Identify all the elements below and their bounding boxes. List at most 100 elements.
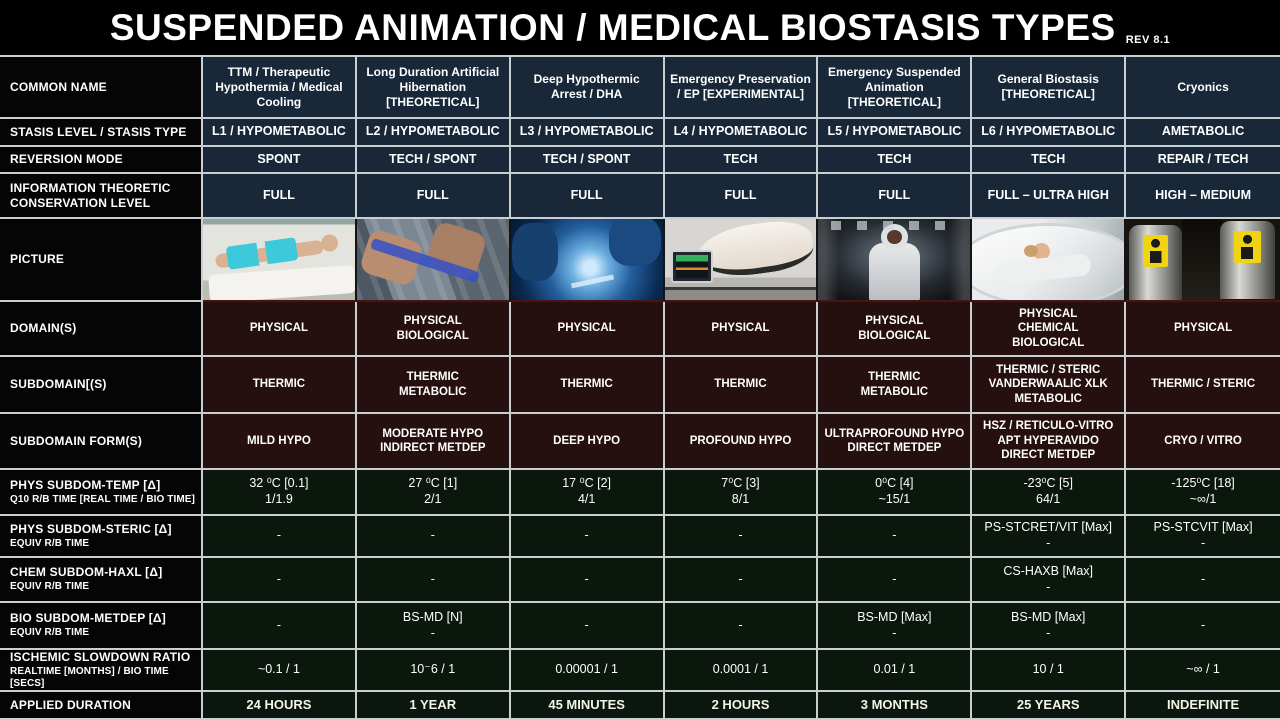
cell-subdomain-forms-col7: CRYO / VITRO: [1126, 414, 1280, 470]
cell-chem-haxl-col4: -: [664, 558, 819, 603]
cell-bio-metdep-col3: -: [510, 603, 665, 650]
cell-picture-col5: [818, 219, 973, 302]
row-label-bio-metdep: BIO SUBDOM-METDEP [Δ] EQUIV R/B TIME: [0, 603, 203, 650]
row-label-phys-steric: PHYS SUBDOM-STERIC [Δ] EQUIV R/B TIME: [0, 516, 203, 558]
cell-bio-metdep-col1: -: [203, 603, 357, 650]
cell-info-col7: HIGH – MEDIUM: [1126, 174, 1280, 219]
photo-shape: [208, 264, 355, 300]
cell-subdomain-forms-col5: ULTRAPROFOUND HYPO DIRECT METDEP: [818, 414, 973, 470]
cell-ischemic-col3: 0.00001 / 1: [510, 650, 665, 692]
photo-shape: [512, 223, 558, 282]
cell-common-name-col1: TTM / Therapeutic Hypothermia / Medical …: [203, 57, 357, 119]
photo-shape: [571, 274, 614, 289]
row-label-text: BIO SUBDOM-METDEP [Δ]: [10, 611, 166, 626]
cell-phys-steric-col7: PS-STCVIT [Max] -: [1126, 516, 1280, 558]
cell-domains-col7: PHYSICAL: [1126, 302, 1280, 357]
cell-chem-haxl-col5: -: [818, 558, 973, 603]
cell-info-col4: FULL: [664, 174, 819, 219]
cell-subdomains-col7: THERMIC / STERIC: [1126, 357, 1280, 414]
cell-phys-temp-col3: 17 ⁰C [2] 4/1: [510, 470, 665, 516]
row-label-text: COMMON NAME: [10, 79, 107, 94]
cell-common-name-col7: Cryonics: [1126, 57, 1280, 119]
cell-applied-col4: 2 HOURS: [664, 692, 819, 720]
cell-phys-temp-col2: 27 ⁰C [1] 2/1: [356, 470, 511, 516]
biostasis-table: COMMON NAME TTM / Therapeutic Hypothermia…: [0, 55, 1280, 720]
row-label-text: ISCHEMIC SLOWDOWN RATIO: [10, 650, 191, 664]
photo-general-biostasis-pod: [972, 219, 1125, 300]
cell-domains-col6: PHYSICAL CHEMICAL BIOLOGICAL: [972, 302, 1127, 357]
cell-subdomain-forms-col3: DEEP HYPO: [510, 414, 665, 470]
cell-bio-metdep-col2: BS-MD [N] -: [356, 603, 511, 650]
cell-domains-col3: PHYSICAL: [510, 302, 665, 357]
row-label-subtext: EQUIV R/B TIME: [10, 537, 90, 549]
cell-info-col6: FULL – ULTRA HIGH: [972, 174, 1127, 219]
cell-chem-haxl-col6: CS-HAXB [Max] -: [972, 558, 1127, 603]
photo-shape: [868, 243, 921, 300]
photo-cryonics-dewars: [1126, 219, 1280, 300]
cell-applied-col1: 24 HOURS: [203, 692, 357, 720]
cell-stasis-col6: L6 / HYPOMETABOLIC: [972, 119, 1127, 147]
cell-reversion-col1: SPONT: [203, 147, 357, 174]
page-title: SUSPENDED ANIMATION / MEDICAL BIOSTASIS …: [109, 6, 1116, 48]
photo-shape: [226, 236, 299, 270]
slide-title-bar: SUSPENDED ANIMATION / MEDICAL BIOSTASIS …: [0, 0, 1280, 55]
cell-applied-col5: 3 MONTHS: [818, 692, 973, 720]
cell-phys-temp-col4: 7⁰C [3] 8/1: [664, 470, 819, 516]
cell-phys-temp-col6: -23⁰C [5] 64/1: [972, 470, 1127, 516]
cell-chem-haxl-col1: -: [203, 558, 357, 603]
cell-subdomains-col1: THERMIC: [203, 357, 357, 414]
cell-phys-temp-col7: -125⁰C [18] ~∞/1: [1126, 470, 1280, 516]
photo-ttm-cooling-patient: [203, 219, 355, 300]
cell-ischemic-col4: 0.0001 / 1: [664, 650, 819, 692]
photo-shape: [1024, 243, 1051, 261]
row-label-text: PHYS SUBDOM-TEMP [Δ]: [10, 477, 161, 492]
cell-bio-metdep-col7: -: [1126, 603, 1280, 650]
cell-stasis-col7: AMETABOLIC: [1126, 119, 1280, 147]
cell-common-name-col6: General Biostasis [THEORETICAL]: [972, 57, 1127, 119]
cell-domains-col2: PHYSICAL BIOLOGICAL: [356, 302, 511, 357]
row-label-applied: APPLIED DURATION: [0, 692, 203, 720]
cell-reversion-col7: REPAIR / TECH: [1126, 147, 1280, 174]
cell-chem-haxl-col3: -: [510, 558, 665, 603]
cell-stasis-col5: L5 / HYPOMETABOLIC: [818, 119, 973, 147]
cell-info-col3: FULL: [510, 174, 665, 219]
row-label-text: SUBDOMAIN FORM(S): [10, 433, 143, 448]
row-label-phys-temp: PHYS SUBDOM-TEMP [Δ] Q10 R/B TIME [REAL T…: [0, 470, 203, 516]
cell-common-name-col5: Emergency Suspended Animation [THEORETIC…: [818, 57, 973, 119]
cell-picture-col2: [356, 219, 511, 302]
cell-ischemic-col6: 10 / 1: [972, 650, 1127, 692]
cell-domains-col4: PHYSICAL: [664, 302, 819, 357]
row-label-picture: PICTURE: [0, 219, 203, 302]
cell-info-col1: FULL: [203, 174, 357, 219]
row-label-text: REVERSION MODE: [10, 152, 123, 166]
cell-subdomains-col2: THERMIC METABOLIC: [356, 357, 511, 414]
cell-stasis-col3: L3 / HYPOMETABOLIC: [510, 119, 665, 147]
row-label-ischemic: ISCHEMIC SLOWDOWN RATIO REALTIME [MONTHS]…: [0, 650, 203, 692]
row-label-stasis: STASIS LEVEL / STASIS TYPE: [0, 119, 203, 147]
cell-chem-haxl-col7: -: [1126, 558, 1280, 603]
cell-subdomain-forms-col1: MILD HYPO: [203, 414, 357, 470]
cell-chem-haxl-col2: -: [356, 558, 511, 603]
cell-ischemic-col5: 0.01 / 1: [818, 650, 973, 692]
cell-info-col2: FULL: [356, 174, 511, 219]
cell-subdomains-col3: THERMIC: [510, 357, 665, 414]
cell-stasis-col2: L2 / HYPOMETABOLIC: [356, 119, 511, 147]
cell-ischemic-col2: 10⁻6 / 1: [356, 650, 511, 692]
cell-reversion-col6: TECH: [972, 147, 1127, 174]
photo-shape: [664, 287, 817, 300]
photo-shape: [1220, 221, 1276, 300]
cell-phys-steric-col3: -: [510, 516, 665, 558]
row-label-info: INFORMATION THEORETIC CONSERVATION LEVEL: [0, 174, 203, 219]
cell-ischemic-col7: ~∞ / 1: [1126, 650, 1280, 692]
cell-phys-steric-col1: -: [203, 516, 357, 558]
cell-phys-steric-col2: -: [356, 516, 511, 558]
photo-shape: [670, 249, 713, 283]
cell-domains-col1: PHYSICAL: [203, 302, 357, 357]
cell-bio-metdep-col5: BS-MD [Max] -: [818, 603, 973, 650]
row-label-common-name: COMMON NAME: [0, 57, 203, 119]
row-label-text: PICTURE: [10, 252, 65, 266]
row-label-text: SUBDOMAIN[(S): [10, 377, 107, 391]
cell-common-name-col4: Emergency Preservation / EP [EXPERIMENTA…: [664, 57, 819, 119]
row-label-subdomain-forms: SUBDOMAIN FORM(S): [0, 414, 203, 470]
cell-subdomains-col6: THERMIC / STERIC VANDERWAALIC XLK METABO…: [972, 357, 1127, 414]
